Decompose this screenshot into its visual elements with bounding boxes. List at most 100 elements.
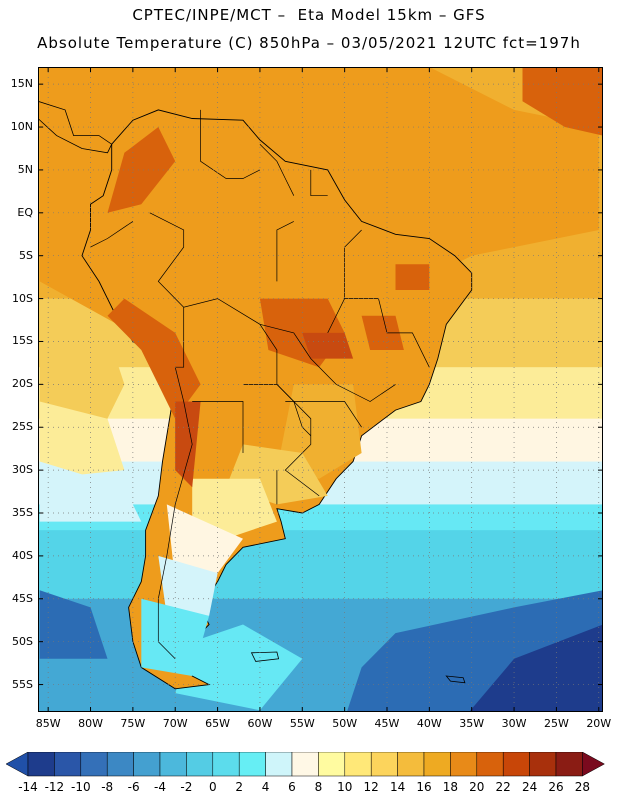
field-band bbox=[38, 530, 603, 600]
country-border bbox=[259, 143, 295, 196]
colorbar-label: 6 bbox=[288, 780, 296, 794]
colorbar-swatch bbox=[555, 752, 583, 777]
lon-tick-label: 55W bbox=[289, 717, 315, 730]
colorbar-label: 26 bbox=[548, 780, 564, 794]
graticule bbox=[38, 67, 603, 712]
lon-tick-label: 35W bbox=[459, 717, 485, 730]
field-region bbox=[39, 461, 142, 522]
lon-tick-label: 65W bbox=[205, 717, 231, 730]
lat-tick-label: 45S bbox=[12, 591, 33, 605]
lat-tick-label: 15S bbox=[12, 334, 33, 348]
lat-tick-label: EQ bbox=[17, 205, 33, 219]
colorbar-swatch bbox=[27, 752, 55, 777]
country-border bbox=[175, 307, 185, 368]
colorbar-label: -14 bbox=[18, 780, 38, 794]
lat-tick-label: 5N bbox=[17, 162, 33, 176]
colorbar-swatch bbox=[423, 752, 451, 777]
colorbar-swatch bbox=[529, 752, 557, 777]
lat-tick-label: 20S bbox=[12, 377, 33, 391]
colorbar-swatch bbox=[318, 752, 346, 777]
colorbar bbox=[6, 752, 605, 777]
land-field-region bbox=[158, 555, 218, 616]
colorbar-label: 16 bbox=[416, 780, 432, 794]
title-line-1: CPTEC/INPE/MCT – Eta Model 15km – GFS bbox=[132, 6, 486, 24]
lat-tick-label: 35S bbox=[12, 506, 33, 519]
colorbar-label: 28 bbox=[574, 780, 591, 794]
lat-tick-label: 55S bbox=[12, 677, 33, 691]
colorbar-label: -2 bbox=[180, 780, 193, 794]
land-field-region bbox=[175, 401, 201, 488]
field-region bbox=[469, 624, 603, 712]
lat-tick-label: 25S bbox=[12, 420, 33, 434]
field-region bbox=[175, 624, 303, 711]
colorbar-swatch bbox=[502, 752, 530, 777]
colorbar-label: 22 bbox=[495, 780, 511, 794]
lon-tick-label: 60W bbox=[247, 717, 273, 730]
colorbar-swatch bbox=[476, 752, 504, 777]
central-america-landmass bbox=[38, 100, 113, 154]
lon-tick-label: 30W bbox=[501, 717, 527, 730]
lat-tick-label: 15N bbox=[10, 77, 33, 91]
colorbar-under-arrow bbox=[6, 752, 29, 777]
colorbar-label: 18 bbox=[442, 780, 459, 794]
colorbar-label: 12 bbox=[363, 780, 379, 794]
lon-tick-label: 80W bbox=[78, 717, 103, 730]
country-border bbox=[310, 169, 328, 197]
colorbar-swatch bbox=[450, 752, 478, 777]
lat-tick-label: 5S bbox=[19, 248, 33, 262]
land-field-region bbox=[166, 504, 243, 582]
colorbar-label: 0 bbox=[208, 780, 217, 794]
lat-tick-label: 40S bbox=[12, 548, 33, 562]
colorbar-swatch bbox=[291, 752, 319, 777]
land-field-region bbox=[302, 332, 354, 359]
map-frame bbox=[38, 67, 603, 712]
colorbar-swatch bbox=[265, 752, 293, 777]
colorbar-label: -8 bbox=[101, 780, 114, 794]
lat-tick-label: 30S bbox=[12, 463, 33, 477]
colorbar-swatch bbox=[344, 752, 372, 777]
title-line-2: Absolute Temperature (C) 850hPa – 03/05/… bbox=[37, 34, 581, 52]
lon-tick-label: 50W bbox=[332, 717, 358, 730]
country-border bbox=[90, 221, 134, 248]
colorbar-label: 8 bbox=[314, 780, 323, 794]
land-field-region bbox=[107, 127, 176, 213]
field-region bbox=[522, 67, 603, 136]
colorbar-label: 10 bbox=[337, 780, 353, 794]
lat-tick-label: 10N bbox=[10, 120, 33, 134]
colorbar-label: 2 bbox=[235, 780, 243, 794]
colorbar-swatch bbox=[80, 752, 108, 777]
lon-tick-label: 75W bbox=[120, 717, 146, 730]
land-field-region bbox=[395, 264, 430, 290]
country-border bbox=[327, 298, 430, 368]
field-region bbox=[39, 590, 108, 659]
colorbar-swatch bbox=[54, 752, 82, 777]
land-field-region bbox=[192, 478, 277, 539]
falkland-islands bbox=[250, 651, 280, 662]
colorbar-label: 24 bbox=[521, 780, 538, 794]
colorbar-label: -10 bbox=[70, 780, 91, 794]
colorbar-label: -12 bbox=[44, 780, 65, 794]
colorbar-swatch bbox=[397, 752, 425, 777]
lat-tick-label: 50S bbox=[12, 634, 33, 648]
colorbar-label: -6 bbox=[127, 780, 140, 794]
country-border bbox=[259, 323, 396, 402]
country-border bbox=[192, 401, 244, 453]
lat-tick-label: 10S bbox=[12, 291, 33, 305]
colorbar-over-arrow bbox=[582, 752, 605, 777]
colorbar-label: 14 bbox=[389, 780, 406, 794]
colorbar-label: -4 bbox=[154, 780, 166, 794]
lon-tick-label: 45W bbox=[374, 717, 400, 730]
colorbar-swatch bbox=[186, 752, 214, 777]
field-region bbox=[39, 401, 125, 479]
colorbar-swatch bbox=[238, 752, 266, 777]
colorbar-label: 20 bbox=[469, 780, 485, 794]
temperature-map bbox=[38, 67, 603, 712]
country-border bbox=[157, 367, 193, 660]
colorbar-swatch bbox=[212, 752, 240, 777]
country-border bbox=[276, 221, 294, 282]
south-georgia-island bbox=[445, 675, 466, 684]
map-canvas bbox=[38, 67, 603, 712]
colorbar-swatch bbox=[106, 752, 134, 777]
colorbar-swatch bbox=[159, 752, 187, 777]
lon-tick-label: 70W bbox=[162, 717, 188, 730]
